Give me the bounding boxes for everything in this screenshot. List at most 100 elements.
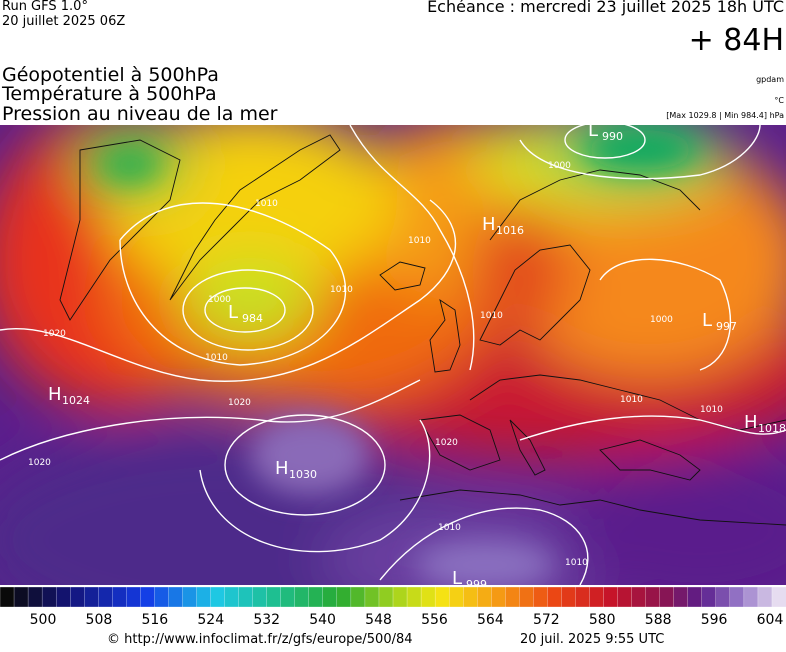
colorbar-swatch xyxy=(70,586,85,608)
colorbar-swatch xyxy=(729,586,745,608)
center-letter: L xyxy=(702,310,712,331)
legend-line: Température à 500hPa xyxy=(1,83,217,105)
colorbar-swatch xyxy=(771,586,786,608)
colorbar-swatch xyxy=(0,586,15,608)
source-url[interactable]: © http://www.infoclimat.fr/z/gfs/europe/… xyxy=(107,632,413,647)
colorbar-swatch xyxy=(182,586,198,608)
center-value: 1016 xyxy=(496,224,524,237)
colorbar-swatch xyxy=(519,586,535,608)
colorbar-label: 540 xyxy=(309,612,336,628)
colorbar-label: 532 xyxy=(253,612,280,628)
colorbar-swatch xyxy=(252,586,268,608)
colorbar-swatch xyxy=(322,586,338,608)
colorbar-label: 516 xyxy=(141,612,168,628)
isobar-label: 1010 xyxy=(480,311,503,321)
colorbar-label: 500 xyxy=(30,612,57,628)
colorbar-swatch xyxy=(140,586,156,608)
colorbar-label: 524 xyxy=(197,612,224,628)
colorbar-swatch xyxy=(673,586,689,608)
unit-label: [Max 1029.8 | Min 984.4] hPa xyxy=(666,111,784,120)
center-value: 1018 xyxy=(758,422,786,435)
colorbar-swatch xyxy=(266,586,282,608)
colorbar-swatch xyxy=(434,586,450,608)
isobar-label: 1020 xyxy=(435,438,458,448)
colorbar-swatch xyxy=(378,586,394,608)
colorbar-swatch xyxy=(631,586,647,608)
colorbar-swatch xyxy=(701,586,717,608)
colorbar-swatch xyxy=(13,586,29,608)
colorbar-swatch xyxy=(743,586,759,608)
colorbar-swatch xyxy=(463,586,478,608)
isobar-label: 1000 xyxy=(650,315,673,325)
map xyxy=(0,125,786,585)
colorbar-swatch xyxy=(238,586,254,608)
coastlines xyxy=(59,134,786,526)
run-date: 20 juillet 2025 06Z xyxy=(2,14,125,29)
colorbar-swatch xyxy=(280,586,296,608)
colorbar: 500 508 516 524 532 540 548 556 564 572 580 588 596 6… xyxy=(0,586,786,628)
colorbar-swatch xyxy=(491,586,506,608)
isobar-label: 1010 xyxy=(700,405,723,415)
colorbar-swatch xyxy=(196,586,212,608)
unit-label: °C xyxy=(774,96,784,105)
center-letter: H xyxy=(275,458,289,479)
colorbar-label: 564 xyxy=(477,612,504,628)
colorbar-swatch xyxy=(645,586,661,608)
center-value: 1024 xyxy=(62,394,90,407)
colorbar-label: 588 xyxy=(645,612,672,628)
unit-label: gpdam xyxy=(756,75,784,84)
isobar-label: 1010 xyxy=(330,285,353,295)
colorbar-swatch xyxy=(55,586,71,608)
colorbar-swatch xyxy=(603,586,619,608)
colorbar-swatch xyxy=(168,586,184,608)
colorbar-swatch xyxy=(84,586,99,608)
lead-time: + 84H xyxy=(689,23,784,58)
colorbar-swatch xyxy=(154,586,170,608)
isobars xyxy=(0,125,786,585)
isobar-label: 1000 xyxy=(548,161,571,171)
colorbar-swatch xyxy=(448,586,464,608)
center-letter: H xyxy=(482,214,496,235)
colorbar-swatch xyxy=(112,586,127,608)
center-value: 984 xyxy=(242,312,263,325)
isobar-label: 1010 xyxy=(620,395,643,405)
colorbar-swatch xyxy=(406,586,422,608)
colorbar-swatch xyxy=(41,586,57,608)
center-letter: H xyxy=(48,384,62,405)
colorbar-label: 604 xyxy=(757,612,784,628)
run-label: Run GFS 1.0° xyxy=(2,0,88,14)
isobar-label: 1000 xyxy=(208,295,231,305)
colorbar-swatch xyxy=(126,586,142,608)
isobar-label: 1010 xyxy=(565,558,588,568)
center-value: 990 xyxy=(602,130,623,143)
colorbar-swatch xyxy=(617,586,633,608)
colorbar-swatch xyxy=(336,586,352,608)
isobar-label: 1010 xyxy=(205,353,228,363)
temperature-field xyxy=(0,125,786,585)
colorbar-swatch xyxy=(308,586,324,608)
colorbar-label: 572 xyxy=(533,612,560,628)
legend-line: Géopotentiel à 500hPa xyxy=(2,64,219,86)
isobar-label: 1010 xyxy=(255,199,278,209)
colorbar-swatch xyxy=(210,586,226,608)
colorbar-swatch xyxy=(547,586,563,608)
colorbar-swatch xyxy=(477,586,492,608)
isobar-label: 1010 xyxy=(438,523,461,533)
center-value: 1030 xyxy=(289,468,317,481)
isobar-label: 1010 xyxy=(408,236,431,246)
isobar-label: 1020 xyxy=(228,398,251,408)
cold-cores xyxy=(100,130,695,585)
colorbar-swatch xyxy=(659,586,675,608)
isobar-label: 1020 xyxy=(28,458,51,468)
legend-line: Pression au niveau de la mer xyxy=(2,103,278,125)
colorbar-label: 508 xyxy=(86,612,113,628)
colorbar-swatch xyxy=(533,586,549,608)
colorbar-swatch xyxy=(350,586,366,608)
isobar-labels: 1000 1010 1010 1000 1010 1010 1020 1020 1020 1020… xyxy=(28,161,723,568)
colorbar-swatch xyxy=(505,586,520,608)
center-letter: L xyxy=(228,302,238,323)
colorbar-swatch xyxy=(757,586,773,608)
